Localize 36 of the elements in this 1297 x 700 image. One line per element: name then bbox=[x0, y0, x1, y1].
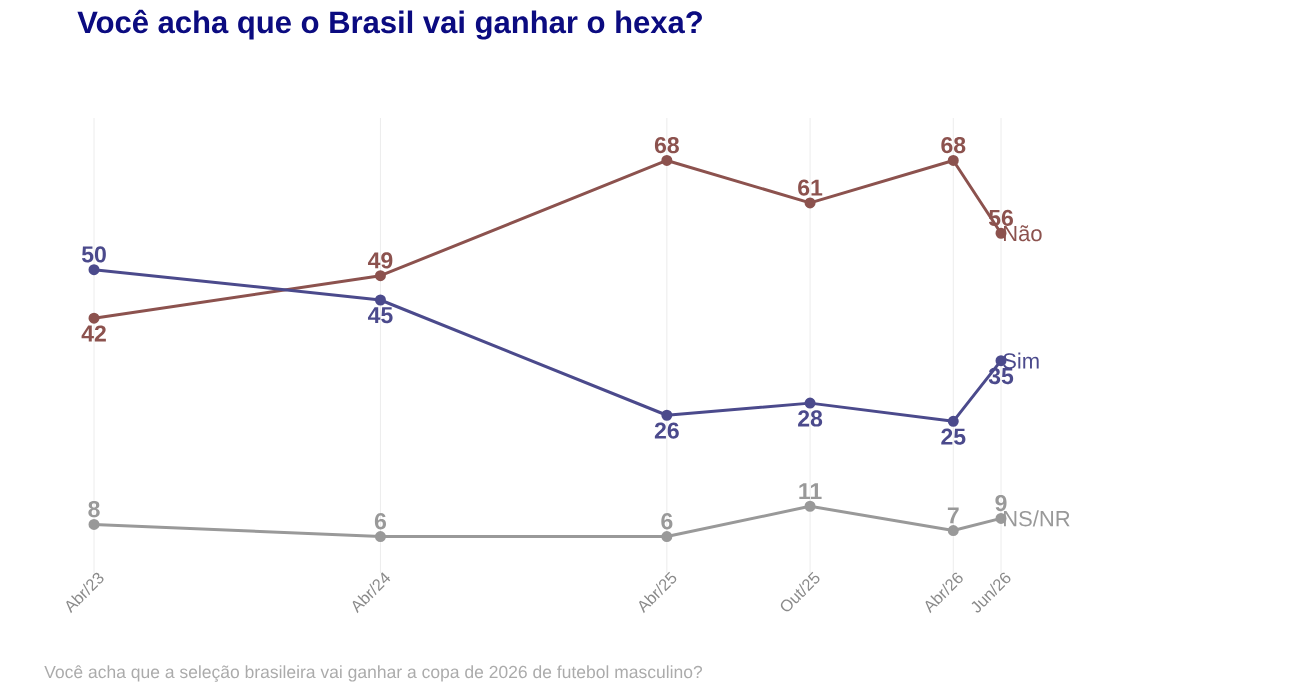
point bbox=[88, 518, 100, 530]
data-label: 35 bbox=[988, 367, 1014, 385]
chart-title: Você acha que o Brasil vai ganhar o hexa? bbox=[77, 9, 702, 40]
point bbox=[661, 409, 673, 421]
data-label: 45 bbox=[367, 307, 393, 324]
data-label: 11 bbox=[799, 483, 822, 500]
data-label: 49 bbox=[367, 252, 393, 269]
data-label: 61 bbox=[798, 179, 823, 196]
text: Você acha que a seleção brasileira vai ganhar a copa de 2026 de futebol masculino? bbox=[44, 665, 703, 682]
point bbox=[947, 154, 959, 166]
data-label: 26 bbox=[654, 422, 679, 439]
data-label: 50 bbox=[81, 246, 106, 263]
series-label: NS/NR bbox=[1004, 510, 1070, 527]
point bbox=[88, 312, 100, 324]
point bbox=[661, 531, 673, 543]
point bbox=[88, 264, 100, 276]
data-label: 68 bbox=[654, 136, 679, 154]
point bbox=[804, 500, 816, 512]
data-label: 6 bbox=[661, 513, 673, 530]
data-label: 68 bbox=[941, 136, 966, 154]
point bbox=[374, 270, 386, 282]
series-label: Sim bbox=[1003, 352, 1039, 369]
point bbox=[661, 154, 673, 166]
point bbox=[947, 525, 959, 537]
data-label: 7 bbox=[947, 507, 959, 524]
data-label: 42 bbox=[81, 325, 106, 342]
point bbox=[374, 294, 386, 306]
data-label: 9 bbox=[995, 494, 1007, 512]
point bbox=[804, 197, 816, 209]
data-label: 28 bbox=[798, 410, 823, 427]
point bbox=[804, 397, 816, 409]
point bbox=[947, 415, 959, 427]
data-label: 25 bbox=[941, 428, 966, 445]
data-label: 8 bbox=[88, 500, 100, 518]
data-label: 6 bbox=[374, 513, 386, 530]
point bbox=[374, 531, 386, 543]
